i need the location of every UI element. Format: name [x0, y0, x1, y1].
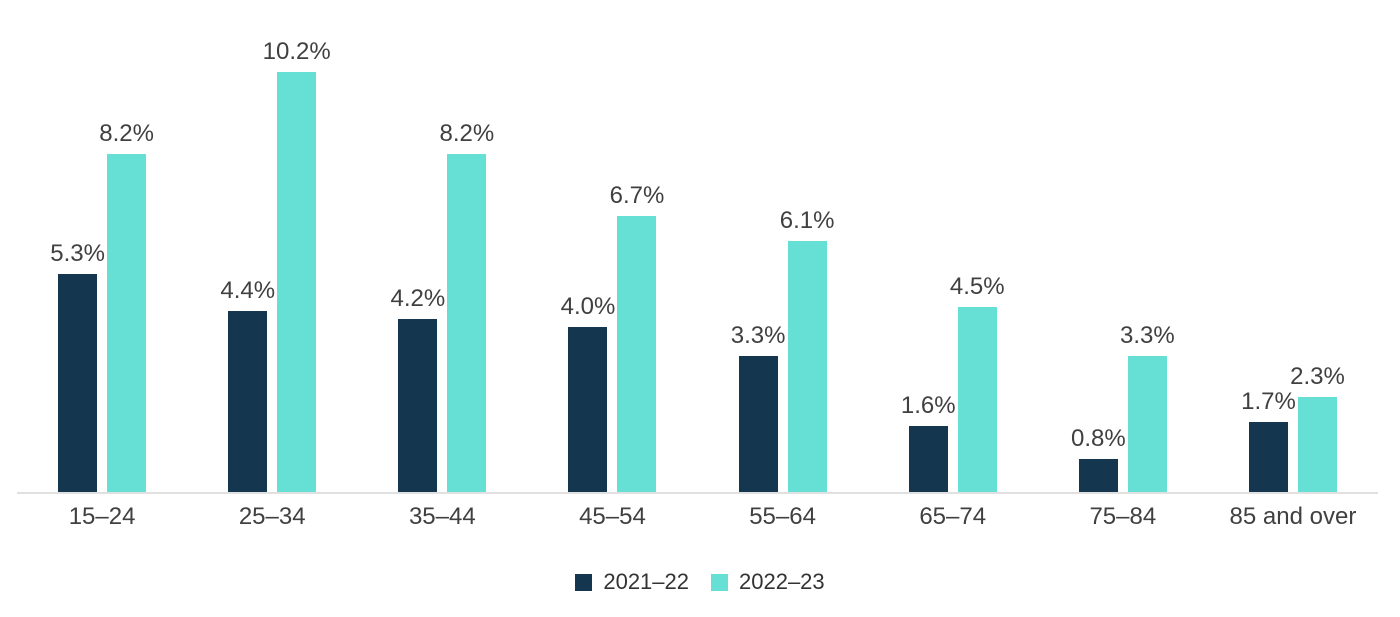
bar-column: 5.3%	[50, 240, 105, 492]
x-axis-line	[17, 492, 1378, 494]
bar-column: 4.0%	[561, 293, 615, 492]
bar-series-1	[908, 426, 948, 492]
bar-column: 10.2%	[263, 38, 331, 492]
bar-group: 4.2% 8.2%	[357, 0, 527, 492]
bar-series-1	[228, 311, 268, 492]
value-label: 1.7%	[1241, 388, 1296, 415]
value-label: 4.5%	[949, 273, 1005, 300]
bar-series-1	[738, 356, 778, 492]
bar-column: 4.2%	[390, 285, 445, 492]
value-label: 0.8%	[1070, 425, 1126, 452]
bar-series-2	[447, 154, 487, 492]
bar-series-2	[107, 154, 147, 492]
value-label: 6.1%	[779, 207, 835, 234]
x-axis-label: 85 and over	[1229, 503, 1357, 530]
bar-series-2	[1127, 356, 1167, 492]
x-axis-labels: 15–24 25–34 35–44 45–54 55–64 65–74 75–84 85 an…	[17, 503, 1378, 531]
value-label: 8.2%	[99, 120, 154, 147]
bar-series-1	[1248, 422, 1288, 492]
value-label: 2.3%	[1290, 363, 1345, 390]
bar-column: 8.2%	[439, 120, 494, 492]
value-label: 1.6%	[900, 392, 956, 419]
bar-column: 2.3%	[1290, 363, 1345, 492]
bar-series-2	[617, 216, 657, 492]
value-label: 3.3%	[1119, 322, 1175, 349]
bar-group: 3.3% 6.1%	[698, 0, 868, 492]
x-axis-label: 45–54	[579, 503, 646, 530]
bar-column: 6.1%	[780, 207, 834, 492]
bar-group: 4.4% 10.2%	[187, 0, 357, 492]
bar-series-1	[568, 327, 608, 492]
value-label: 10.2%	[262, 38, 331, 65]
bar-series-1	[398, 319, 438, 492]
bar-column: 4.5%	[950, 273, 1005, 492]
value-label: 8.2%	[439, 120, 495, 147]
legend-item: 2021–22	[575, 571, 689, 593]
bar-series-1	[58, 274, 98, 492]
legend-label: 2022–23	[739, 569, 825, 594]
legend-swatch-icon	[711, 573, 728, 591]
bar-column: 6.7%	[610, 182, 664, 492]
bar-series-2	[957, 307, 997, 492]
bar-group: 1.7% 2.3%	[1208, 0, 1378, 492]
legend: 2021–22 2022–23	[0, 571, 1400, 593]
bar-group: 0.8% 3.3%	[1038, 0, 1208, 492]
x-axis-label: 35–44	[408, 503, 476, 530]
bar-column: 3.3%	[731, 322, 785, 492]
x-axis-label: 65–74	[919, 503, 987, 530]
x-axis-label: 15–24	[68, 503, 136, 530]
x-axis-label: 75–84	[1089, 503, 1157, 530]
plot-area: 5.3% 8.2% 4.4% 10.2% 4.2% 8.2% 4.0% 6.7% 3.3% 6.1…	[17, 0, 1378, 492]
legend-label: 2021–22	[603, 569, 689, 594]
bar-group: 1.6% 4.5%	[868, 0, 1038, 492]
bar-series-2	[787, 241, 827, 492]
legend-swatch-icon	[575, 573, 593, 591]
bar-group: 4.0% 6.7%	[527, 0, 697, 492]
value-label: 4.2%	[390, 285, 446, 312]
bar-group: 5.3% 8.2%	[17, 0, 187, 492]
bar-column: 8.2%	[99, 120, 154, 492]
bar-series-2	[277, 72, 317, 492]
value-label: 5.3%	[50, 240, 105, 267]
value-label: 3.3%	[730, 322, 786, 349]
value-label: 4.0%	[560, 293, 616, 320]
bar-column: 3.3%	[1120, 322, 1175, 492]
bar-series-2	[1297, 397, 1337, 492]
value-label: 6.7%	[609, 182, 665, 209]
bar-series-1	[1078, 459, 1118, 492]
x-axis-label: 25–34	[238, 503, 306, 530]
bar-column: 1.6%	[901, 392, 956, 492]
bar-column: 4.4%	[220, 277, 275, 492]
x-axis-label: 55–64	[749, 503, 816, 530]
value-label: 4.4%	[220, 277, 276, 304]
bar-column: 0.8%	[1071, 425, 1126, 492]
bar-column: 1.7%	[1241, 388, 1296, 492]
legend-item: 2022–23	[711, 571, 825, 593]
